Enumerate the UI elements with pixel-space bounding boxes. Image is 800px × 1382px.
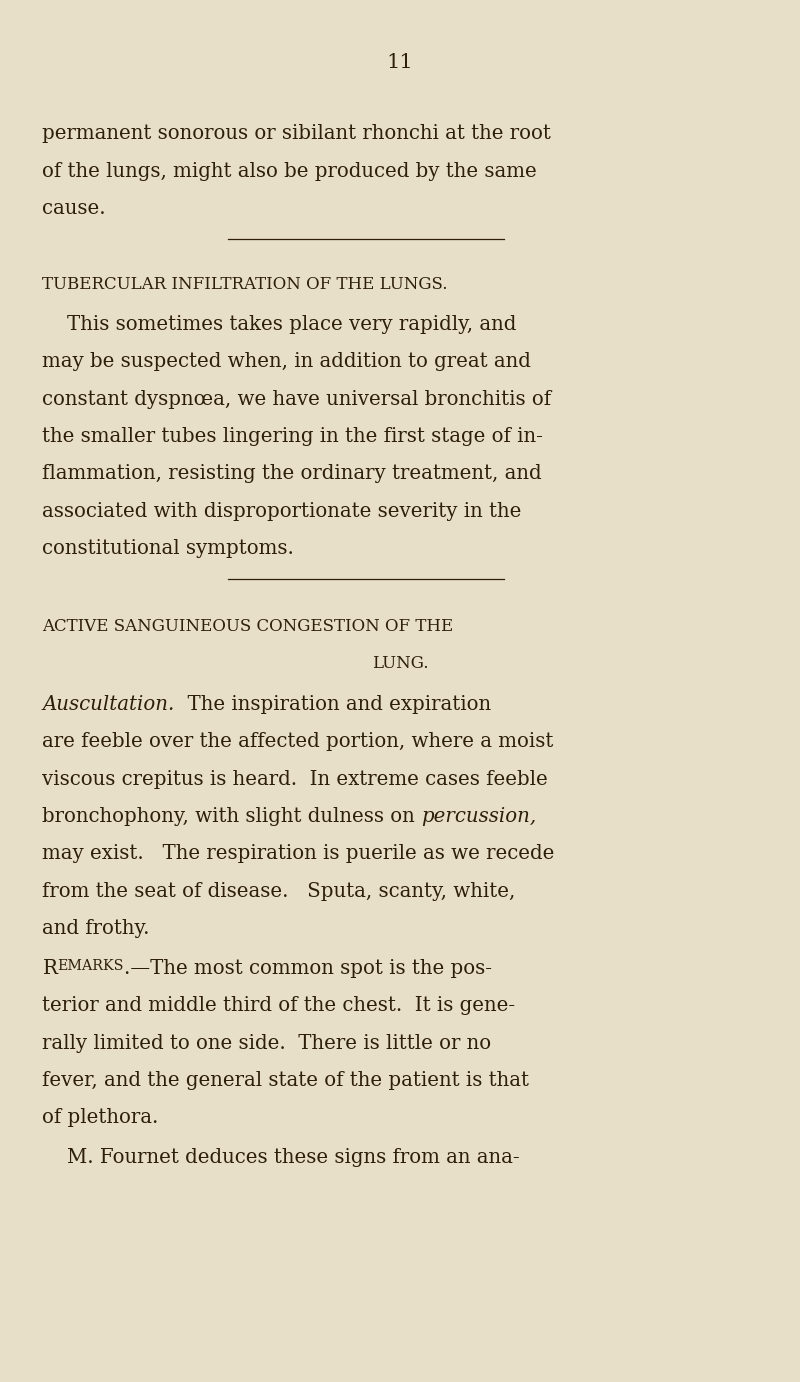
- Text: .—The most common spot is the pos-: .—The most common spot is the pos-: [124, 959, 492, 978]
- Text: constitutional symptoms.: constitutional symptoms.: [42, 539, 294, 558]
- Text: and frothy.: and frothy.: [42, 919, 150, 938]
- Text: from the seat of disease.   Sputa, scanty, white,: from the seat of disease. Sputa, scanty,…: [42, 882, 516, 901]
- Text: fever, and the general state of the patient is that: fever, and the general state of the pati…: [42, 1071, 530, 1090]
- Text: are feeble over the affected portion, where a moist: are feeble over the affected portion, wh…: [42, 732, 554, 752]
- Text: of the lungs, might also be produced by the same: of the lungs, might also be produced by …: [42, 162, 537, 181]
- Text: The inspiration and expiration: The inspiration and expiration: [174, 695, 490, 714]
- Text: constant dyspnœa, we have universal bronchitis of: constant dyspnœa, we have universal bron…: [42, 390, 551, 409]
- Text: Auscultation.: Auscultation.: [42, 695, 174, 714]
- Text: associated with disproportionate severity in the: associated with disproportionate severit…: [42, 502, 522, 521]
- Text: 11: 11: [386, 53, 414, 72]
- Text: rally limited to one side.  There is little or no: rally limited to one side. There is litt…: [42, 1034, 491, 1053]
- Text: flammation, resisting the ordinary treatment, and: flammation, resisting the ordinary treat…: [42, 464, 542, 484]
- Text: M. Fournet deduces these signs from an ana-: M. Fournet deduces these signs from an a…: [42, 1148, 520, 1168]
- Text: EMARKS: EMARKS: [58, 959, 124, 973]
- Text: TUBERCULAR INFILTRATION OF THE LUNGS.: TUBERCULAR INFILTRATION OF THE LUNGS.: [42, 276, 448, 293]
- Text: R: R: [42, 959, 58, 978]
- Text: terior and middle third of the chest.  It is gene-: terior and middle third of the chest. It…: [42, 996, 515, 1016]
- Text: This sometimes takes place very rapidly, and: This sometimes takes place very rapidly,…: [42, 315, 517, 334]
- Text: LUNG.: LUNG.: [372, 655, 428, 672]
- Text: ACTIVE SANGUINEOUS CONGESTION OF THE: ACTIVE SANGUINEOUS CONGESTION OF THE: [42, 618, 454, 634]
- Text: the smaller tubes lingering in the first stage of in-: the smaller tubes lingering in the first…: [42, 427, 543, 446]
- Text: cause.: cause.: [42, 199, 106, 218]
- Text: viscous crepitus is heard.  In extreme cases feeble: viscous crepitus is heard. In extreme ca…: [42, 770, 548, 789]
- Text: may be suspected when, in addition to great and: may be suspected when, in addition to gr…: [42, 352, 531, 372]
- Text: percussion,: percussion,: [422, 807, 537, 826]
- Text: bronchophony, with slight dulness on: bronchophony, with slight dulness on: [42, 807, 422, 826]
- Text: may exist.   The respiration is puerile as we recede: may exist. The respiration is puerile as…: [42, 844, 554, 864]
- Text: permanent sonorous or sibilant rhonchi at the root: permanent sonorous or sibilant rhonchi a…: [42, 124, 551, 144]
- Text: of plethora.: of plethora.: [42, 1108, 158, 1128]
